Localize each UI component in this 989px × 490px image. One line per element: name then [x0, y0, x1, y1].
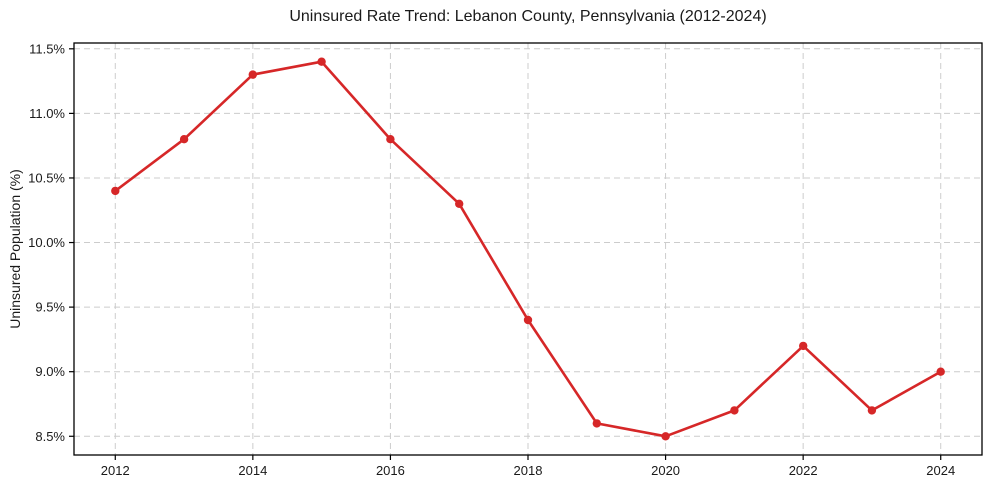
x-tick-label: 2024 [926, 463, 955, 478]
y-tick-label: 11.5% [29, 41, 65, 56]
x-tick-label: 2022 [789, 463, 818, 478]
y-tick-label: 9.0% [35, 364, 65, 379]
data-point-2019 [592, 419, 601, 428]
data-point-2017 [455, 199, 464, 208]
data-point-2022 [799, 341, 808, 351]
data-point-2024 [936, 367, 945, 376]
data-point-2013 [179, 135, 189, 144]
data-point-2015 [317, 57, 326, 66]
chart-title: Uninsured Rate Trend: Lebanon County, Pe… [289, 8, 767, 25]
x-tick-label: 2020 [651, 463, 680, 478]
data-point-2020 [661, 432, 670, 441]
x-tick-label: 2012 [101, 463, 130, 478]
data-point-2012 [111, 186, 120, 196]
data-point-2016 [386, 135, 395, 144]
data-point-2018 [523, 315, 533, 325]
y-tick-label: 10.5% [28, 171, 65, 186]
x-tick-label: 2014 [238, 463, 267, 478]
x-tick-label: 2018 [514, 463, 543, 478]
y-tick-label: 9.5% [35, 300, 65, 315]
data-point-2014 [248, 70, 257, 79]
y-tick-label: 11.0% [29, 106, 65, 121]
data-point-2021 [730, 406, 739, 415]
y-tick-label: 8.5% [35, 429, 65, 444]
x-tick-label: 2016 [376, 463, 405, 478]
y-tick-label: 10.0% [28, 235, 65, 250]
data-point-2023 [867, 406, 877, 415]
